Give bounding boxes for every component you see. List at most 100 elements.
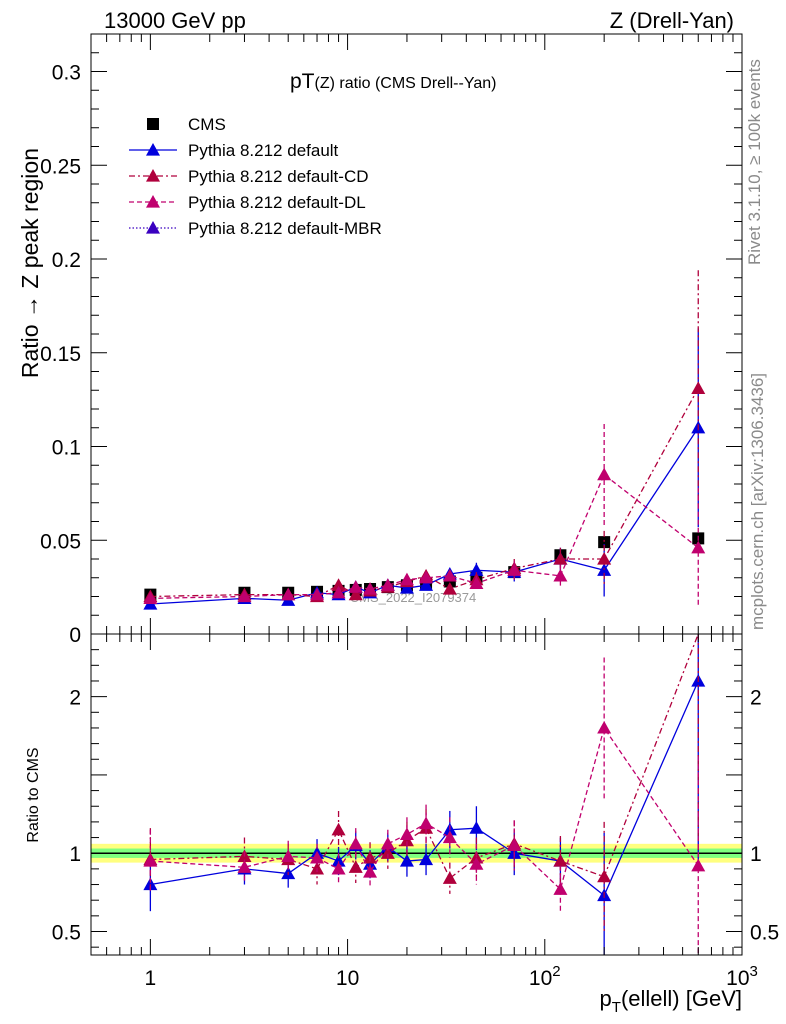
series-line [150,680,699,897]
series-pythia-8-212-default [143,328,706,610]
main-y-axis-label: Ratio → Z peak region [17,148,43,378]
y-tick-label-right: 2 [750,687,762,710]
data-point [363,865,378,878]
data-point [419,578,434,591]
series-line [150,473,699,600]
legend-marker [146,143,160,156]
y-tick-label: 0 [69,624,81,647]
side-text-rivet: Rivet 3.1.10, ≥ 100k events [745,59,764,265]
data-point [143,854,158,867]
x-tick-label: 10 [336,967,359,990]
data-point [469,857,484,870]
data-point [331,585,346,599]
x-tick-label: 102 [529,963,561,990]
data-point [597,869,612,883]
legend-label: Pythia 8.212 default-DL [188,193,366,212]
x-axis-label-main: p [600,986,612,1011]
legend-marker [146,195,160,208]
legend-label: CMS [188,115,226,134]
data-point [380,836,395,850]
main-title-main: pT [290,70,315,93]
main-x-ticks [90,34,734,634]
data-point [348,860,363,873]
data-point [310,587,325,601]
ratio-uncertainty-band [91,843,742,863]
data-point [553,854,568,867]
main-y-ticks: 0 0.05 0.1 0.15 0.2 0.25 0.3 [40,33,742,647]
side-text-mcplots: mcplots.cern.ch [arXiv:1306.3436] [748,373,767,630]
x-axis-label: pT(ellell) [GeV] [600,986,742,1016]
data-point [507,838,522,851]
x-axis-label-sub: T [612,999,621,1016]
data-point [469,821,484,834]
main-title: pT(Z) ratio (CMS Drell--Yan) [290,70,496,93]
data-point [691,858,706,872]
data-point [419,852,434,866]
legend: CMS Pythia 8.212 default Pythia 8.212 defa… [129,115,382,238]
legend-marker-cms [147,118,159,130]
ratio-y-axis-label: Ratio to CMS [25,747,42,842]
data-point [281,849,296,862]
data-point [348,580,363,593]
ratio-series [143,633,706,955]
data-point [597,467,612,481]
y-tick-label-right: 1 [750,843,762,866]
data-point [507,563,522,576]
main-panel: 0 0.05 0.1 0.15 0.2 0.25 0.3 Ratio → Z peak re… [17,33,743,647]
series-pythia-8-212-default-dl [143,657,706,955]
y-tick-label: 0.3 [52,62,81,85]
legend-marker [146,221,160,234]
y-tick-label-right: 0.5 [750,922,779,945]
series-line [150,427,699,605]
y-tick-label: 0.05 [40,530,81,553]
data-point [469,576,484,589]
legend-label: Pythia 8.212 default-MBR [188,219,382,238]
data-point [597,720,612,734]
series-pythia-8-212-default-cd [143,633,699,932]
y-tick-label: 0.5 [52,922,81,945]
data-point [331,578,346,591]
data-point [419,816,434,830]
ratio-plot-frame [90,633,743,956]
data-point [442,871,457,884]
data-point [597,552,612,565]
x-tick-label-exp: 3 [750,963,758,980]
data-point [281,587,296,601]
series-line [150,633,699,880]
series-line [150,726,699,891]
header-right: Z (Drell-Yan) [610,8,734,33]
series-pythia-8-212-default-dl [143,424,706,608]
data-point [143,877,158,891]
data-point [363,582,378,595]
data-point [399,581,414,594]
ratio-x-ticks [90,634,734,955]
legend-label: Pythia 8.212 default [188,141,339,160]
data-point [331,822,346,836]
series-pythia-8-212-default [143,634,706,955]
data-point [469,563,484,576]
cms-data-point [598,536,611,549]
data-point [691,381,706,394]
x-tick-labels: 1 10 102 103 [145,963,758,990]
ratio-panel: 0.5 0.5 1 1 2 2 1 10 102 103 Ratio to CMS pT(ell… [25,633,779,1016]
x-tick-label: 1 [145,967,157,990]
main-series [143,270,706,610]
data-point [553,552,568,565]
data-point [442,568,457,582]
legend-marker [146,169,160,182]
data-point [331,854,346,867]
y-tick-label: 2 [69,687,81,710]
data-point [553,882,568,895]
data-point [237,589,252,603]
x-axis-label-rest: (ellell) [GeV] [621,986,742,1011]
data-point [237,860,252,873]
main-title-sub: (Z) ratio (CMS Drell--Yan) [315,75,497,92]
data-point [380,578,395,591]
data-point [399,854,414,867]
y-tick-label: 0.2 [52,249,81,272]
x-tick-label: 103 [726,963,758,990]
y-tick-label: 0.15 [40,343,81,366]
y-tick-label: 1 [69,843,81,866]
data-point [442,830,457,844]
